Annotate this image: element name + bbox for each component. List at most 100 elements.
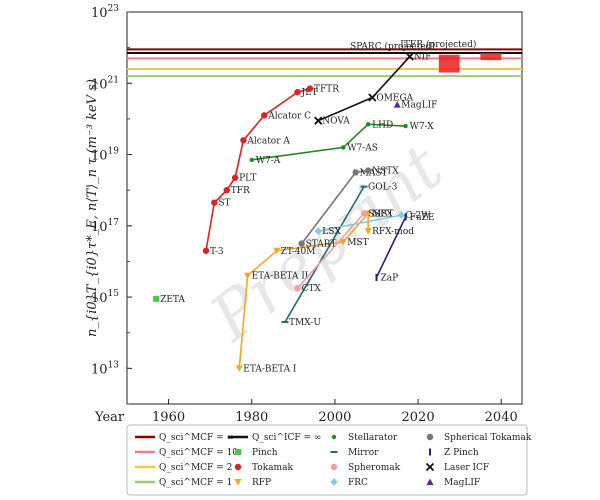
point-label-zeta: ZETA [160, 295, 185, 305]
legend-marker-tokamak [234, 463, 242, 471]
legend-marker-z-pinch [429, 448, 431, 456]
point-label-nif: NIF [414, 53, 432, 63]
legend-label-stellarator: Stellarator [348, 433, 398, 443]
legend-marker-laser-icf [425, 462, 435, 472]
point-label-w7-x: W7-X [410, 122, 435, 132]
point-sspx [360, 210, 368, 217]
legend-label-maglif: MagLIF [444, 478, 480, 488]
point-mst [339, 238, 347, 246]
point-nova-b [314, 116, 323, 125]
point-zeta [153, 295, 160, 302]
point-c-2w [397, 211, 405, 220]
x-tick-label: 2020 [402, 410, 435, 425]
x-tick-label: 1960 [152, 410, 185, 425]
legend-label-mirror: Mirror [348, 448, 379, 458]
point-label-tfr: TFR [231, 186, 250, 196]
point-maglif [393, 101, 401, 108]
series-line-spheromak [296, 212, 365, 289]
point-label-mst: MST [347, 238, 368, 248]
point-zt-40m [273, 247, 281, 255]
legend-label-laser-icf: Laser ICF [444, 463, 489, 473]
point-label-t-3: T-3 [210, 247, 224, 257]
point-w7-a [249, 157, 254, 163]
point-label-tftr: TFTR [314, 85, 339, 95]
point-alcator-c [261, 112, 268, 119]
point-label-lsx: LSX [322, 227, 341, 237]
box-label-iter-projected: ITER (projected) [400, 39, 476, 50]
legend-label-rfp: RFP [252, 478, 271, 488]
legend-label-q-sci-mcf: Q_sci^MCF = ∞ [159, 433, 234, 443]
point-nif-b [405, 52, 414, 61]
point-lhd [365, 122, 371, 127]
point-label-st: ST [218, 199, 230, 209]
point-t-3 [202, 247, 210, 254]
y-tick-label: 1013 [91, 360, 119, 377]
point-nstx [364, 167, 372, 174]
legend-label-q-sci-mcf-10: Q_sci^MCF = 10 [159, 448, 238, 458]
series-line-mirror [284, 186, 365, 323]
point-label-mast: MAST [360, 168, 388, 178]
point-label-zt-40m: ZT-40M [281, 247, 316, 257]
point-tftr [306, 85, 314, 92]
point-label-tmx-u: TMX-U [289, 318, 321, 328]
point-alcator-a [240, 137, 247, 144]
legend-marker-stellarator [331, 434, 337, 440]
legend-label-q-sci-mcf-1: Q_sci^MCF = 1 [159, 478, 232, 488]
point-label-c-2w: C-2W [405, 211, 431, 221]
point-label-nstx: NSTX [372, 167, 399, 177]
point-rfx-mod [364, 228, 372, 235]
legend-marker-spheromak [330, 463, 338, 471]
series-line-z-pinch [375, 216, 407, 278]
box-label-sparc-projected: SPARC (projected) [350, 41, 435, 52]
point-label-w7-as: W7-AS [347, 143, 378, 153]
point-tmx-u [281, 321, 289, 324]
series-line-frc [318, 214, 402, 232]
legend-label-q-sci-icf: Q_sci^ICF = ∞ [252, 433, 321, 443]
legend-marker-pinch [235, 449, 241, 455]
point-label-mst: MST [372, 209, 393, 219]
legend-label-spherical-tokamak: Spherical Tokamak [444, 433, 532, 443]
point-label-omega: OMEGA [376, 94, 413, 104]
point-label-gol-3: GOL-3 [368, 183, 398, 193]
point-nif [405, 52, 414, 61]
point-eta-beta-ii [244, 272, 252, 280]
point-ctx [294, 284, 301, 292]
legend-label-frc: FRC [348, 478, 368, 488]
point-plt [231, 174, 239, 181]
x-axis-label: Year [94, 410, 125, 425]
point-mast [352, 169, 359, 176]
point-label-eta-beta-ii: ETA-BETA II [252, 272, 309, 282]
point-label-lhd: LHD [372, 120, 393, 130]
y-axis-label: n_{i0}T_{i0}τ*_E, n⟨T⟩_n τ (m⁻³ keV s) [85, 79, 100, 337]
point-label-ctx: CTX [301, 284, 321, 294]
point-fuze [404, 213, 407, 221]
series-line-stellarator [251, 123, 406, 161]
legend-marker-laser-icf-b [425, 462, 435, 472]
point-st [211, 199, 218, 206]
legend-label-tokamak: Tokamak [252, 463, 293, 473]
point-label-start: START [306, 240, 337, 250]
plot-frame [126, 11, 523, 405]
point-label-alcator-c: Alcator C [267, 111, 311, 121]
point-jet [294, 88, 301, 96]
legend-marker-rfp [234, 479, 242, 486]
legend-marker-mirror [330, 451, 338, 453]
point-label-jet: JET [300, 88, 317, 98]
legend-label-pinch: Pinch [252, 448, 278, 458]
point-w7-as [341, 145, 346, 150]
x-tick-label: 2000 [318, 410, 351, 425]
point-label-nova: NOVA [322, 117, 350, 127]
point-gol-3 [360, 185, 368, 188]
point-label-sspx: SSPX [368, 209, 393, 219]
point-label-maglif: MagLIF [401, 101, 437, 111]
point-start [298, 240, 305, 247]
point-label-eta-beta-i: ETA-BETA I [243, 364, 297, 374]
legend-label-spheromak: Spheromak [348, 463, 401, 473]
point-w7-x [403, 123, 408, 129]
legend-marker-spherical-tokamak [426, 433, 434, 441]
point-label-plt: PLT [239, 174, 256, 184]
point-eta-beta-i [235, 365, 243, 372]
point-tfr [223, 186, 230, 194]
